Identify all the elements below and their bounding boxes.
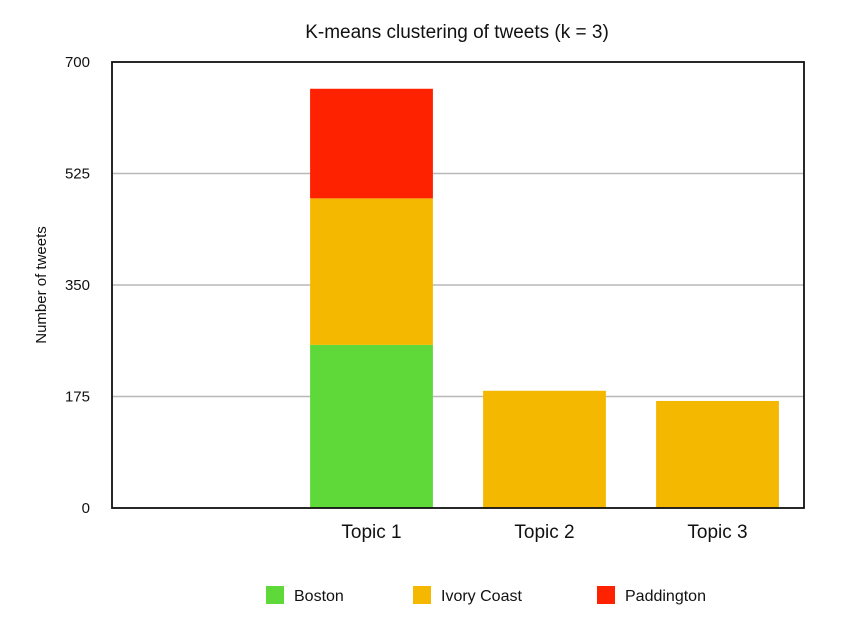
chart-title: K-means clustering of tweets (k = 3) (305, 22, 609, 43)
y-axis-label: Number of tweets (33, 226, 50, 344)
y-tick-label: 525 (65, 166, 90, 183)
grid-lines (112, 172, 804, 398)
legend-item-boston: Boston (266, 586, 344, 605)
y-tick-label: 700 (65, 54, 90, 71)
y-axis-ticks: 0 175 350 525 700 (65, 54, 90, 517)
bar-topic-1-paddington (310, 88, 433, 199)
legend-swatch (597, 586, 615, 604)
x-axis-ticks: Topic 1 Topic 2 Topic 3 (341, 522, 747, 543)
legend-label: Boston (294, 588, 344, 605)
x-tick-label: Topic 1 (341, 522, 401, 543)
legend-label: Ivory Coast (441, 588, 522, 605)
bar-topic-3-ivory-coast (656, 400, 779, 508)
legend-swatch (413, 586, 431, 604)
x-tick-label: Topic 3 (687, 522, 747, 543)
bar-topic-2-ivory-coast (483, 390, 606, 508)
plot-frame (111, 61, 805, 509)
legend-swatch (266, 586, 284, 604)
bar-topic-1-boston (310, 344, 433, 508)
y-tick-label: 175 (65, 389, 90, 406)
bars (310, 88, 779, 508)
plot-border (111, 61, 805, 509)
legend-item-paddington: Paddington (597, 586, 706, 605)
x-tick-label: Topic 2 (514, 522, 574, 543)
y-tick-label: 350 (65, 277, 90, 294)
y-tick-label: 0 (82, 500, 90, 517)
legend-label: Paddington (625, 588, 706, 605)
bar-topic-1-ivory-coast (310, 198, 433, 345)
legend: Boston Ivory Coast Paddington (266, 586, 706, 605)
legend-item-ivory-coast: Ivory Coast (413, 586, 522, 605)
